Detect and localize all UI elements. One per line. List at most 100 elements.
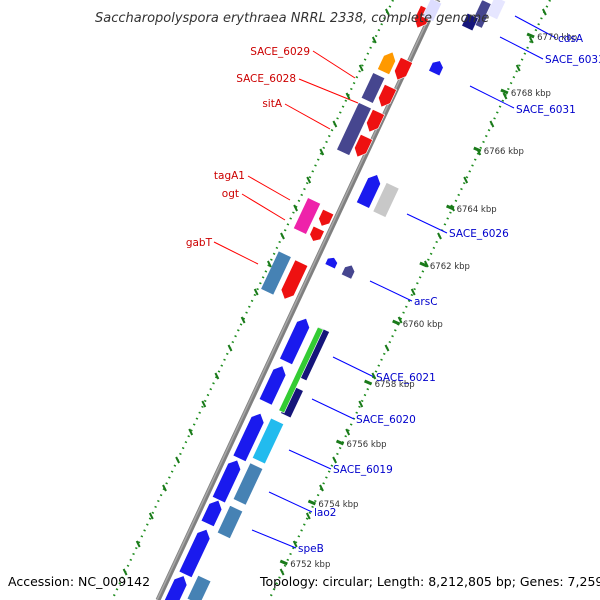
leader-sace-6026 <box>406 213 448 234</box>
tick-label: 6766 kbp <box>484 147 524 157</box>
gene-label-sace-6029: SACE_6029 <box>250 46 310 58</box>
leader-sace-6033 <box>499 36 544 60</box>
major-tick <box>279 559 288 566</box>
tick-label: 6758 kbp <box>375 380 415 390</box>
leader-taga1 <box>247 175 291 201</box>
minor-tick-left <box>345 92 351 100</box>
minor-tick-right <box>528 36 534 44</box>
gene-label-lao2: lao2 <box>314 507 336 519</box>
leader-cdsa <box>514 15 557 39</box>
leader-arsc <box>369 280 413 302</box>
minor-tick-left <box>227 344 233 352</box>
minor-tick-left <box>385 8 390 16</box>
minor-tick-left <box>240 316 246 324</box>
gene-outer-6755 <box>211 459 242 504</box>
tick-label: 6762 kbp <box>430 262 470 272</box>
minor-tick-left <box>135 540 141 548</box>
gene-label-arsc: arsC <box>414 296 438 308</box>
minor-tick-left <box>293 204 298 212</box>
gene-faint-top-1 <box>421 0 443 22</box>
leader-sita <box>284 103 331 130</box>
gene-outer-6756 <box>232 413 265 462</box>
minor-tick-right <box>489 120 495 128</box>
minor-tick-left <box>280 232 285 240</box>
gene-outer-6754 <box>200 499 223 528</box>
gene-faint-top-2 <box>485 0 507 20</box>
gene-sace-6029 <box>377 51 396 76</box>
minor-tick-left <box>306 176 312 184</box>
gene-sita <box>336 102 372 156</box>
gene-sace-6028 <box>360 72 386 104</box>
minor-tick-right <box>437 232 442 240</box>
gene-sace-6019b <box>232 462 264 506</box>
gene-label-sace-6033: SACE_6033 <box>545 54 600 66</box>
minor-tick-left <box>188 428 194 436</box>
gene-red-6029 <box>394 56 413 81</box>
minor-tick-left <box>332 120 338 128</box>
major-tick <box>307 499 316 506</box>
gene-outer-6751 <box>164 575 188 600</box>
gene-label-taga1: tagA1 <box>214 170 245 182</box>
minor-tick-right <box>515 64 521 72</box>
gene-sace-6033 <box>428 60 444 77</box>
gene-outer-6760 <box>279 317 310 366</box>
gene-red-gabt <box>280 259 309 300</box>
leader-lao2 <box>268 491 313 513</box>
gene-lao2 <box>216 505 244 539</box>
minor-tick-right <box>463 176 469 184</box>
minor-tick-right <box>542 8 547 16</box>
gene-label-sace-6019: SACE_6019 <box>333 464 393 476</box>
minor-tick-left <box>162 484 167 492</box>
gene-arsc-a <box>324 257 338 270</box>
major-tick <box>392 319 401 326</box>
gene-sace-6019 <box>251 417 285 465</box>
minor-tick-right <box>332 456 337 464</box>
feature-tracks <box>111 0 551 600</box>
major-tick <box>364 379 373 386</box>
accession-text: Accession: NC_009142 <box>8 574 150 589</box>
gene-label-sace-6026: SACE_6026 <box>449 228 509 240</box>
gene-label-sace-6031: SACE_6031 <box>516 104 576 116</box>
kbp-ticks: 6752 kbp 6754 kbp 6756 kbp 6758 kbp 6760 kbp… <box>122 8 577 576</box>
gene-red-sita-2 <box>354 133 373 158</box>
gene-label-sace-6021: SACE_6021 <box>376 372 436 384</box>
tick-label: 6754 kbp <box>318 500 358 510</box>
gene-label-sace-6020: SACE_6020 <box>356 414 416 426</box>
minor-tick-right <box>371 372 377 380</box>
minor-tick-left <box>267 260 272 268</box>
dotted-guide-left <box>111 0 394 600</box>
minor-tick-right <box>319 484 324 492</box>
gene-label-sita: sitA <box>262 98 283 110</box>
minor-tick-left <box>148 512 154 520</box>
genome-title: Saccharopolyspora erythraea NRRL 2338, c… <box>95 11 489 26</box>
gene-arsc-b <box>340 264 356 280</box>
tick-label: 6760 kbp <box>403 320 443 330</box>
minor-tick-right <box>345 428 351 436</box>
minor-tick-left <box>358 64 364 72</box>
tick-label: 6764 kbp <box>457 205 497 215</box>
tick-label: 6770 kbp <box>537 33 577 43</box>
gene-label-gabt: gabT <box>186 237 213 249</box>
minor-tick-left <box>175 456 180 464</box>
gene-sace-6020 <box>278 326 324 414</box>
tick-label: 6768 kbp <box>511 89 551 99</box>
leader-speb <box>251 529 297 549</box>
leader-sace-6021 <box>332 356 375 378</box>
minor-tick-right <box>384 344 390 352</box>
minor-tick-left <box>201 400 207 408</box>
minor-tick-right <box>305 512 311 520</box>
minor-tick-right <box>424 260 429 268</box>
major-tick <box>473 146 482 153</box>
tick-label: 6752 kbp <box>290 560 330 570</box>
leader-sace-6028 <box>298 78 359 104</box>
gene-red-ogt-1 <box>318 208 335 227</box>
minor-tick-left <box>371 36 377 44</box>
leader-sace-6031 <box>469 85 515 109</box>
gene-outer-6752 <box>178 529 211 578</box>
minor-tick-right <box>358 400 364 408</box>
gene-red-ogt-2 <box>309 225 325 242</box>
major-tick <box>500 88 509 95</box>
major-tick <box>446 204 455 211</box>
minor-tick-left <box>122 568 128 576</box>
major-tick <box>335 439 345 446</box>
